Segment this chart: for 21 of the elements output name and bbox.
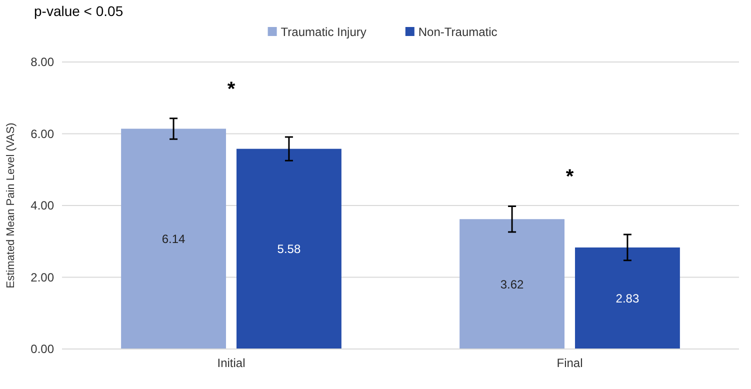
x-tick-label: Initial [217, 356, 246, 370]
y-axis-title: Estimated Mean Pain Level (VAS) [5, 122, 17, 288]
data-label: 5.58 [277, 242, 301, 256]
data-label: 3.62 [500, 277, 524, 292]
chart-title: p-value < 0.05 [34, 3, 124, 19]
bar [236, 148, 342, 349]
y-tick-label: 0.00 [30, 342, 54, 356]
y-tick-label: 4.00 [30, 198, 54, 213]
bar [574, 247, 680, 349]
annotation: * [566, 166, 574, 188]
bar [121, 128, 226, 349]
data-label: 2.83 [616, 291, 640, 306]
y-tick-label: 2.00 [30, 270, 54, 284]
annotation: * [227, 78, 236, 100]
data-label: 6.14 [162, 232, 186, 246]
x-tick-label: Final [556, 356, 583, 370]
bar [460, 219, 565, 349]
legend-label: Traumatic Injury [280, 25, 366, 40]
y-tick-label: 6.00 [30, 126, 54, 141]
legend-label: Non-Traumatic [418, 25, 498, 40]
y-tick-label: 8.00 [30, 55, 54, 70]
